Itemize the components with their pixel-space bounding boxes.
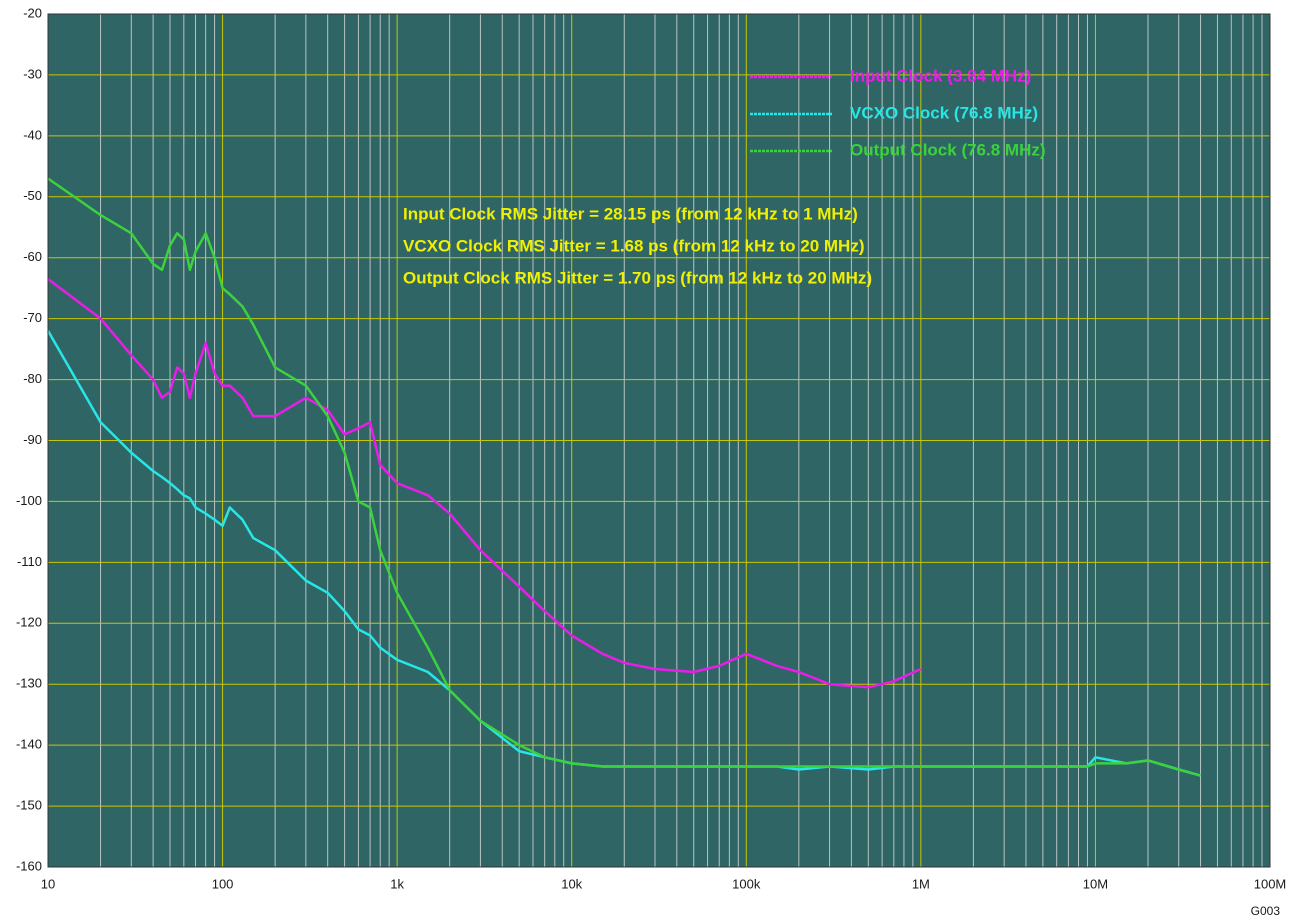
y-tick-label: -140	[16, 737, 42, 752]
y-tick-label: -70	[23, 310, 42, 325]
x-tick-label: 1k	[390, 876, 404, 891]
y-tick-label: -30	[23, 66, 42, 81]
legend-label: Input Clock (3.84 MHz)	[850, 66, 1031, 85]
y-tick-label: -90	[23, 432, 42, 447]
annotation: Output Clock RMS Jitter = 1.70 ps (from …	[403, 268, 872, 287]
legend-label: VCXO Clock (76.8 MHz)	[850, 103, 1038, 122]
series-lines	[46, 177, 1201, 777]
series-line	[47, 177, 1201, 777]
y-tick-label: -20	[23, 5, 42, 20]
y-tick-label: -50	[23, 188, 42, 203]
y-tick-label: -100	[16, 493, 42, 508]
y-tick-label: -160	[16, 858, 42, 873]
y-tick-label: -130	[16, 676, 42, 691]
x-tick-label: 10	[41, 876, 55, 891]
y-tick-label: -40	[23, 127, 42, 142]
y-tick-label: -150	[16, 798, 42, 813]
y-tick-label: -60	[23, 249, 42, 264]
plot-frame	[47, 13, 1271, 868]
y-tick-label: -80	[23, 371, 42, 386]
figure-id: G003	[1251, 904, 1281, 918]
x-tick-label: 100M	[1254, 876, 1287, 891]
x-tick-label: 10k	[561, 876, 582, 891]
x-tick-label: 1M	[912, 876, 930, 891]
x-tick-label: 10M	[1083, 876, 1108, 891]
labels: -20 -30 -40 -50 -60 -70 -80 -90 -100 -110 -120 -130…	[16, 5, 1286, 918]
y-tick-label: -120	[16, 615, 42, 630]
series-line	[47, 278, 922, 689]
annotation: VCXO Clock RMS Jitter = 1.68 ps (from 12…	[403, 236, 864, 255]
legend-label: Output Clock (76.8 MHz)	[850, 140, 1046, 159]
annotation: Input Clock RMS Jitter = 28.15 ps (from …	[403, 204, 858, 223]
x-tick-label: 100	[212, 876, 234, 891]
y-tick-label: -110	[17, 554, 42, 569]
x-tick-label: 100k	[732, 876, 761, 891]
